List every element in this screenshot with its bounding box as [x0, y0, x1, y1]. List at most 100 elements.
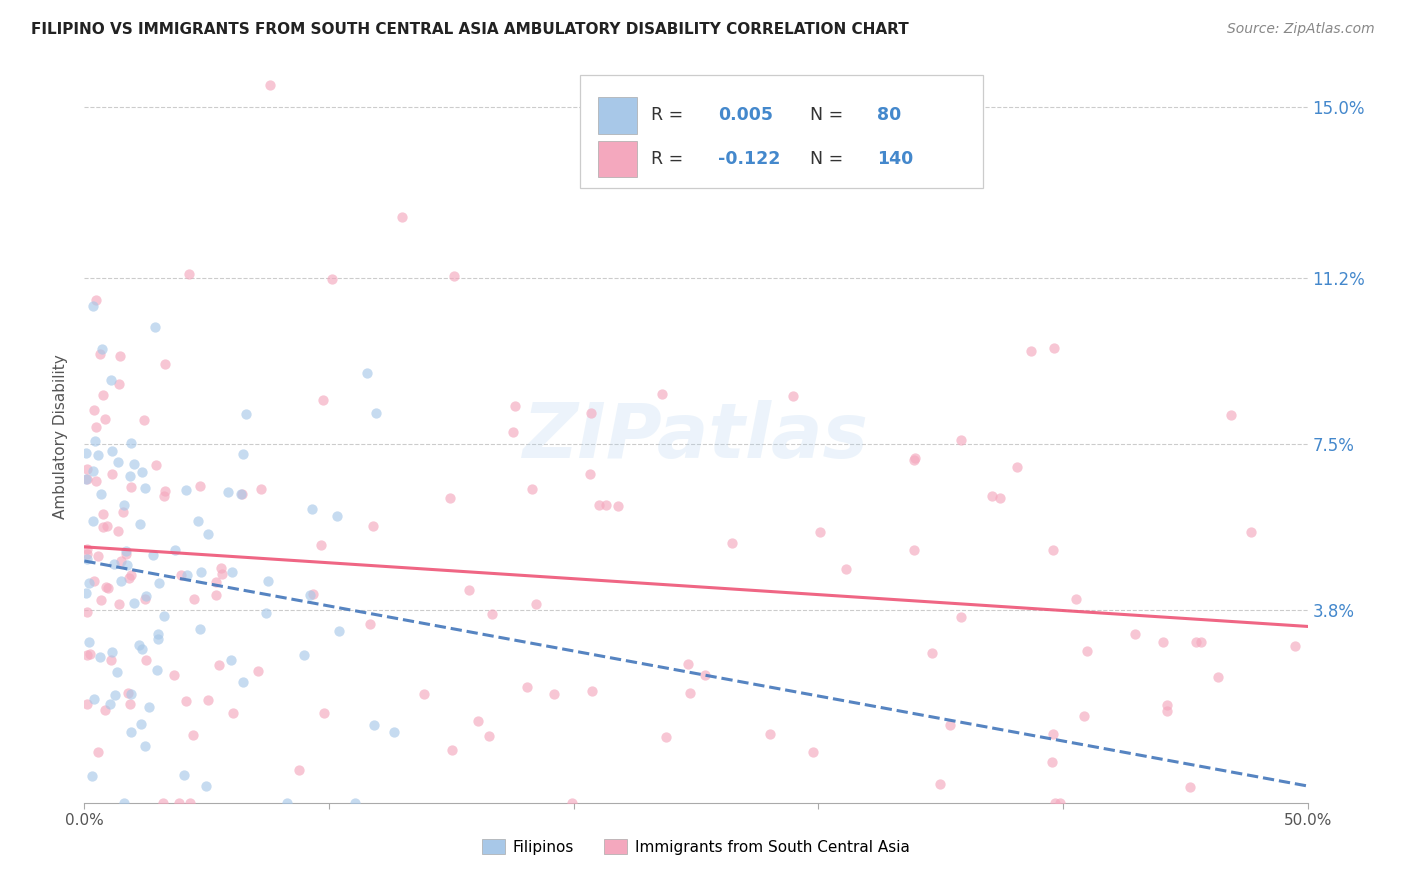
Point	[94, 703, 117, 717]
Point	[561, 796, 583, 810]
Point	[101, 646, 124, 660]
Point	[247, 664, 270, 678]
Point	[301, 501, 323, 516]
Point	[146, 632, 169, 646]
Point	[254, 606, 277, 620]
Point	[120, 436, 142, 450]
Point	[903, 452, 925, 467]
Point	[142, 548, 165, 562]
Point	[1156, 704, 1178, 718]
Point	[131, 642, 153, 657]
Point	[222, 706, 245, 720]
Text: N =: N =	[810, 106, 848, 124]
Point	[128, 638, 150, 652]
Point	[595, 498, 617, 512]
Point	[221, 565, 243, 579]
Point	[82, 464, 104, 478]
Point	[502, 425, 524, 439]
Point	[77, 576, 100, 591]
Point	[1019, 344, 1042, 359]
Point	[146, 627, 169, 641]
Point	[939, 718, 962, 732]
Point	[235, 407, 257, 421]
Point	[524, 598, 547, 612]
Point	[120, 724, 142, 739]
Point	[204, 588, 226, 602]
Point	[134, 739, 156, 753]
FancyBboxPatch shape	[598, 97, 637, 134]
Text: ZIPatlas: ZIPatlas	[523, 401, 869, 474]
Point	[91, 387, 114, 401]
Point	[194, 779, 217, 793]
Point	[782, 389, 804, 403]
Point	[302, 586, 325, 600]
Point	[118, 468, 141, 483]
Point	[118, 572, 141, 586]
Point	[76, 472, 98, 486]
Point	[1152, 635, 1174, 649]
Point	[651, 386, 673, 401]
Point	[801, 745, 824, 759]
Point	[721, 536, 744, 550]
Point	[439, 491, 461, 505]
Point	[543, 687, 565, 701]
Point	[135, 652, 157, 666]
Point	[152, 796, 174, 810]
Point	[86, 448, 108, 462]
Point	[87, 745, 110, 759]
Point	[76, 697, 98, 711]
Point	[231, 487, 253, 501]
Y-axis label: Ambulatory Disability: Ambulatory Disability	[53, 355, 69, 519]
Point	[153, 484, 176, 499]
Point	[1240, 524, 1263, 539]
Point	[187, 514, 209, 528]
Point	[129, 717, 152, 731]
Point	[134, 481, 156, 495]
Point	[676, 657, 699, 671]
Point	[231, 487, 253, 501]
Point	[693, 668, 716, 682]
Point	[76, 648, 98, 662]
FancyBboxPatch shape	[598, 141, 637, 178]
Point	[359, 616, 381, 631]
Point	[96, 518, 118, 533]
Point	[256, 574, 278, 588]
Point	[138, 699, 160, 714]
Point	[122, 457, 145, 471]
Point	[115, 558, 138, 572]
Point	[108, 349, 131, 363]
Point	[928, 776, 950, 790]
Point	[361, 519, 384, 533]
Point	[834, 562, 856, 576]
Point	[167, 796, 190, 810]
Point	[950, 610, 973, 624]
Point	[606, 500, 628, 514]
Point	[904, 450, 927, 465]
Point	[79, 634, 101, 648]
Point	[478, 729, 501, 743]
Point	[89, 346, 111, 360]
Point	[94, 412, 117, 426]
Legend: Filipinos, Immigrants from South Central Asia: Filipinos, Immigrants from South Central…	[475, 833, 917, 861]
Point	[90, 342, 112, 356]
Point	[1156, 698, 1178, 712]
Point	[100, 373, 122, 387]
Point	[312, 393, 335, 408]
Point	[808, 524, 831, 539]
Point	[143, 319, 166, 334]
Point	[145, 458, 167, 472]
Point	[579, 406, 602, 420]
Point	[1284, 640, 1306, 654]
Point	[1049, 796, 1071, 810]
Point	[91, 507, 114, 521]
Point	[79, 647, 101, 661]
Point	[1042, 727, 1064, 741]
Point	[481, 607, 503, 621]
Point	[76, 462, 98, 476]
Point	[759, 727, 782, 741]
Point	[163, 668, 186, 682]
Point	[101, 444, 124, 458]
Point	[112, 505, 135, 519]
Point	[363, 718, 385, 732]
Point	[326, 508, 349, 523]
